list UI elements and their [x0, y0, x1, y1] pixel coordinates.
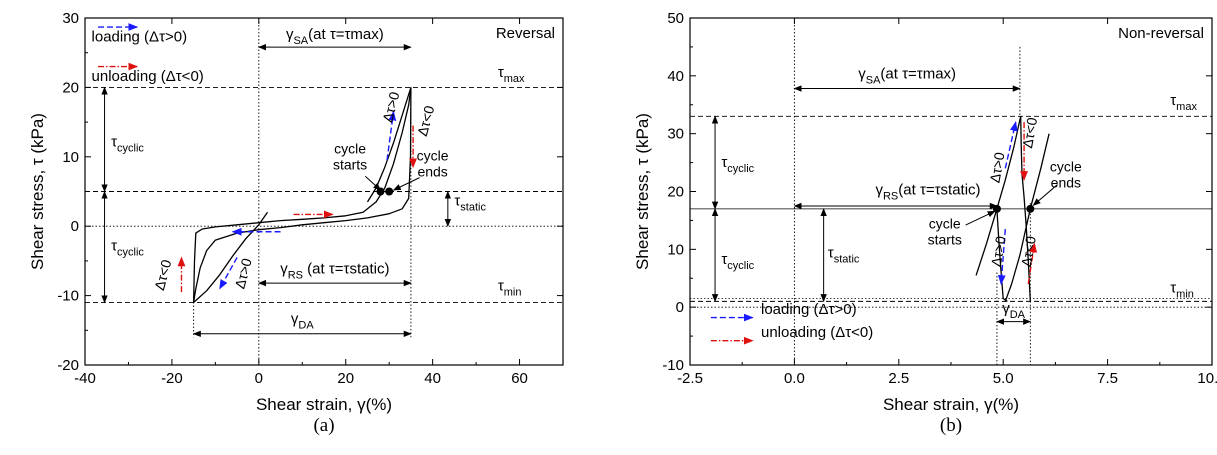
x-tick-label: 7.5 — [1097, 370, 1118, 387]
loading-arrow — [386, 110, 397, 161]
x-tick-label: 60 — [511, 370, 528, 387]
x-tick-label: 0 — [255, 370, 263, 387]
gamma-rs-label: γRS(at τ=τstatic) — [875, 181, 980, 202]
x-tick-label: 2.5 — [888, 370, 909, 387]
x-tick-label: 20 — [337, 370, 354, 387]
series-unload-segment — [193, 211, 269, 303]
y-tick-label: -10 — [57, 288, 79, 305]
legend-unloading: unloading (Δτ<0) — [92, 68, 204, 85]
dtau-lt0-label-upper: Δτ<0 — [414, 104, 437, 138]
cycle-ends-pointer — [392, 177, 420, 191]
x-axis-label: Shear strain, γ(%) — [256, 395, 392, 414]
x-tick-label: 5.0 — [993, 370, 1014, 387]
dtau-lt0-label-lower: Δτ<0 — [151, 258, 174, 292]
cycle-ends-label: cycle ends — [417, 147, 449, 179]
tau-max-label: τmax — [1170, 92, 1197, 113]
loading-arrow — [1004, 121, 1018, 169]
y-tick-label: 30 — [667, 126, 684, 143]
loading-arrow — [219, 257, 238, 290]
dtau-lt0-label-lower: Δτ<0 — [1018, 235, 1039, 268]
cycle-starts-pointer — [965, 210, 996, 226]
x-tick-label: -40 — [74, 370, 96, 387]
loading-arrow — [997, 229, 1006, 286]
y-tick-label: -10 — [662, 357, 684, 374]
dtau-lt0-label-upper: Δτ<0 — [1019, 116, 1040, 149]
cycle-marker — [376, 187, 385, 196]
cycle-starts-label: cycle starts — [333, 140, 367, 172]
cycle-marker — [1026, 204, 1035, 213]
x-tick-label: 10.0 — [1197, 370, 1217, 387]
legend-loading: loading (Δτ>0) — [761, 301, 857, 318]
corner-label: Non-reversal — [1118, 25, 1204, 42]
x-tick-label: 0.0 — [784, 370, 805, 387]
legend-unloading: unloading (Δτ<0) — [761, 324, 873, 341]
dtau-gt0-label-lower: Δτ>0 — [231, 256, 254, 290]
cycle-marker — [385, 187, 394, 196]
series-loop-lower — [192, 87, 412, 303]
panel-label: (b) — [940, 415, 962, 436]
legend-loading: loading (Δτ>0) — [92, 29, 188, 46]
tau-cyclic-upper-label: τcyclic — [111, 133, 144, 154]
series-lower-branch — [996, 208, 1008, 302]
cycle-starts-label: cycle starts — [928, 216, 962, 248]
cycle-ends-pointer — [1032, 184, 1058, 206]
x-tick-label: -20 — [161, 370, 183, 387]
series-loop-upper — [192, 87, 412, 303]
y-tick-label: 0 — [71, 218, 79, 235]
panel-label: (a) — [313, 415, 334, 436]
corner-label: Reversal — [496, 25, 555, 42]
gamma-sa-label: γSA(at τ=τmax) — [286, 26, 384, 47]
tau-min-label: τmin — [1170, 280, 1194, 301]
tau-min-label: τmin — [498, 278, 522, 299]
y-tick-label: 20 — [62, 79, 79, 96]
gamma-rs-label: γRS (at τ=τstatic) — [280, 260, 389, 281]
gamma-sa-label: γSA(at τ=τmax) — [858, 66, 956, 87]
y-tick-label: 40 — [667, 68, 684, 85]
series-unloading-branch — [1020, 116, 1031, 302]
cycle-starts-pointer — [364, 175, 382, 191]
y-tick-label: 10 — [62, 149, 79, 166]
gamma-da-label: γDA — [291, 310, 314, 331]
y-tick-label: 0 — [676, 299, 684, 316]
y-axis-label: Shear stress, τ (kPa) — [28, 113, 47, 270]
dtau-gt0-label-lower: Δτ>0 — [988, 235, 1009, 268]
x-tick-label: 40 — [424, 370, 441, 387]
y-tick-label: -20 — [57, 357, 79, 374]
y-tick-label: 20 — [667, 184, 684, 201]
x-axis-label: Shear strain, γ(%) — [883, 395, 1019, 414]
y-tick-label: 10 — [667, 241, 684, 258]
y-tick-label: 30 — [62, 10, 79, 27]
dtau-gt0-label-upper: Δτ>0 — [986, 151, 1007, 184]
unloading-arrow — [1027, 242, 1038, 285]
chart-panel-b: -2.5 0.0 2.5 5.0 7.5 10.0 -10 0 10 20 30 40 50 Shear … — [633, 10, 1217, 436]
series-loading-branch — [975, 116, 1022, 276]
y-tick-label: 50 — [667, 10, 684, 27]
tau-max-label: τmax — [498, 64, 525, 85]
y-axis-label: Shear stress, τ (kPa) — [633, 113, 652, 270]
tau-static-label: τstatic — [454, 192, 486, 213]
cycle-ends-label: cycle ends — [1050, 158, 1082, 190]
tau-cyclic-upper-label: τcyclic — [721, 154, 754, 175]
tau-static-label: τstatic — [828, 244, 860, 265]
x-tick-label: -2.5 — [677, 370, 703, 387]
tau-cyclic-lower-label: τcyclic — [721, 251, 754, 272]
gamma-da-label: γDA — [1002, 300, 1025, 321]
series-reload-branch — [1004, 133, 1050, 302]
dtau-gt0-label-upper: Δτ>0 — [379, 90, 402, 124]
tau-cyclic-lower-label: τcyclic — [111, 237, 144, 258]
